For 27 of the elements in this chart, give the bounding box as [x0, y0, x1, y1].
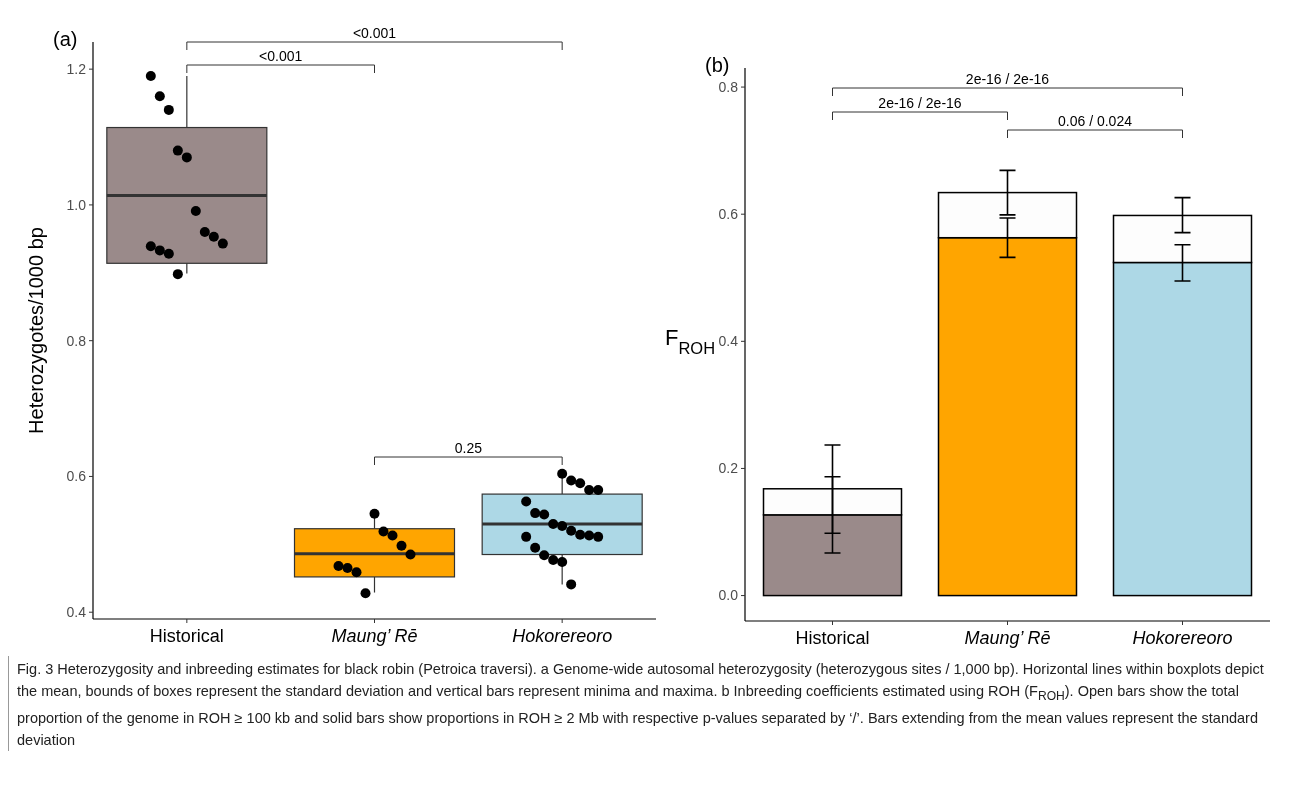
y-tick-label: 0.6	[66, 468, 87, 485]
x-tick-label: Historical	[795, 628, 870, 648]
chart-title: (a)	[53, 28, 78, 50]
x-tick-label: Maung’ Rē	[964, 628, 1051, 648]
text: <0.001	[352, 25, 397, 41]
x-tick-label: Maung’ Rē	[331, 626, 418, 646]
annotation: 2e-16 / 2e-16	[965, 71, 1050, 87]
y-tick-label: 1.0	[66, 196, 87, 213]
annotation: 0.25	[454, 440, 483, 456]
y-axis-title: Heterozygotes/1000 bp	[25, 227, 47, 434]
caption: Fig. 3 Heterozygosity and inbreeding estimates for black robin (Petroica traversi). a Genome-wide autosomal heterozygosity (heterozygous sites / 1,000 bp). Horizontal lines within boxplots depict the mean, bounds of boxes represent the standard deviation and vertical bars represent minima and maxima. b Inbreeding coefficients estimated using ROH (F$_{ROH}$). Open bars show the total proportion of the genome in ROH ≥ 100 kb and solid bars show proportions in ROH ≥ 2 Mb with respective p-values separated by ‘/’. Bars extending from the mean values represent the standard deviation	[8, 656, 1275, 751]
x-tick-label: Hokorereoro	[1132, 628, 1233, 648]
y-tick-label: 1.2	[66, 61, 87, 78]
x-tick-label: Hokorereoro	[512, 626, 613, 646]
y-tick-label: 0.6	[718, 206, 739, 223]
y-tick-label: 0.4	[718, 333, 739, 350]
y-tick-label: 0.4	[66, 604, 87, 621]
y-tick-label: 0.2	[718, 460, 739, 477]
y-axis-title: F$_{ROH}$	[664, 324, 716, 357]
y-tick-label: 0.8	[718, 78, 739, 95]
y-tick-label: 0.8	[66, 332, 87, 349]
chart-title: (b)	[705, 54, 730, 76]
annotation: 2e-16 / 2e-16	[878, 95, 962, 111]
x-tick-label: Historical	[149, 626, 224, 646]
y-tick-label: 0.0	[718, 587, 739, 604]
annotation: <0.001	[259, 48, 303, 64]
annotation: 0.06 / 0.024	[1058, 113, 1133, 129]
